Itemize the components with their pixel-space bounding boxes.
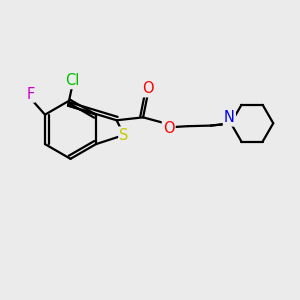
Text: O: O [142, 81, 154, 96]
Text: S: S [119, 128, 129, 142]
Text: F: F [26, 87, 34, 102]
Text: Cl: Cl [65, 73, 80, 88]
Text: O: O [163, 121, 175, 136]
Text: N: N [224, 110, 235, 125]
